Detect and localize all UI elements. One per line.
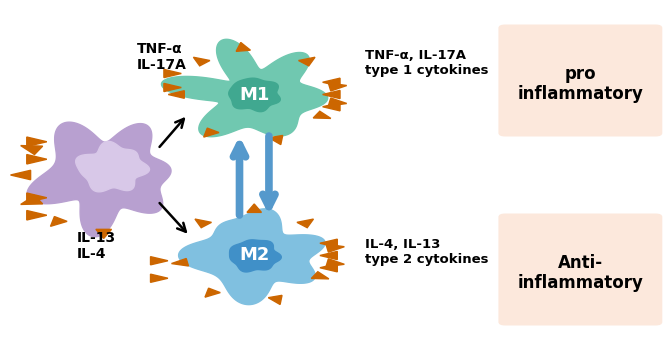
Polygon shape — [27, 211, 47, 220]
Text: pro
inflammatory: pro inflammatory — [518, 65, 644, 103]
Polygon shape — [203, 128, 219, 137]
Polygon shape — [96, 229, 112, 238]
Polygon shape — [322, 78, 340, 86]
Polygon shape — [320, 264, 337, 272]
Polygon shape — [51, 217, 67, 226]
Polygon shape — [76, 141, 149, 192]
Polygon shape — [328, 83, 347, 91]
Polygon shape — [326, 259, 345, 267]
Polygon shape — [326, 244, 345, 252]
Polygon shape — [268, 295, 282, 304]
Polygon shape — [171, 259, 189, 266]
Polygon shape — [328, 98, 347, 106]
Polygon shape — [320, 239, 337, 247]
Polygon shape — [229, 78, 280, 112]
Polygon shape — [27, 122, 171, 237]
Polygon shape — [320, 251, 337, 260]
Polygon shape — [151, 274, 168, 282]
Polygon shape — [269, 135, 283, 145]
Polygon shape — [27, 155, 47, 164]
Polygon shape — [161, 39, 328, 137]
Polygon shape — [27, 193, 47, 202]
Polygon shape — [164, 83, 181, 92]
Polygon shape — [195, 219, 211, 228]
Text: M2: M2 — [239, 246, 270, 265]
Text: IL-13
IL-4: IL-13 IL-4 — [77, 231, 116, 261]
Polygon shape — [229, 240, 281, 272]
Text: TNF-α, IL-17A
type 1 cytokines: TNF-α, IL-17A type 1 cytokines — [365, 49, 488, 77]
Polygon shape — [27, 137, 47, 146]
Polygon shape — [322, 103, 340, 111]
Polygon shape — [322, 90, 340, 99]
Polygon shape — [297, 219, 314, 228]
Polygon shape — [21, 146, 43, 155]
Polygon shape — [164, 69, 181, 78]
Polygon shape — [179, 209, 325, 304]
Polygon shape — [151, 257, 168, 265]
Polygon shape — [168, 91, 184, 98]
Text: Anti-
inflammatory: Anti- inflammatory — [518, 254, 644, 292]
Polygon shape — [247, 204, 262, 212]
Polygon shape — [11, 170, 31, 180]
Text: M1: M1 — [239, 85, 270, 104]
FancyBboxPatch shape — [498, 214, 662, 326]
Polygon shape — [236, 42, 250, 51]
FancyBboxPatch shape — [498, 25, 662, 136]
Polygon shape — [311, 272, 329, 279]
Polygon shape — [313, 111, 330, 118]
Polygon shape — [205, 288, 220, 297]
Text: IL-4, IL-13
type 2 cytokines: IL-4, IL-13 type 2 cytokines — [365, 238, 488, 266]
Polygon shape — [193, 57, 210, 66]
Polygon shape — [21, 195, 43, 204]
Polygon shape — [298, 57, 315, 66]
Text: TNF-α
IL-17A: TNF-α IL-17A — [137, 42, 187, 72]
